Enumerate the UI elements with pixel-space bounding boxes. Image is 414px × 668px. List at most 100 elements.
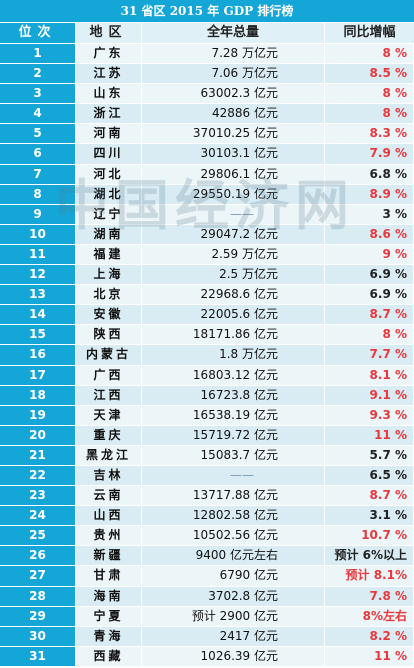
rank-cell: 8 xyxy=(0,184,76,204)
gdp-cell: —— xyxy=(142,465,325,486)
growth-cell: 8 % xyxy=(325,104,414,124)
gdp-cell: 30103.1 亿元 xyxy=(142,144,325,164)
province-cell: 河北 xyxy=(76,164,142,184)
table-row: 15 陕西 18171.86 亿元 8 % xyxy=(0,324,414,345)
table-row: 1 广东 7.28 万亿元 8 % xyxy=(0,43,414,64)
growth-cell: 6.8 % xyxy=(325,164,414,184)
rank-cell: 28 xyxy=(0,586,76,606)
rank-cell: 20 xyxy=(0,425,76,445)
gdp-cell: 1.8 万亿元 xyxy=(142,345,325,365)
rank-cell: 31 xyxy=(0,646,76,666)
table-row: 5 河南 37010.25 亿元 8.3 % xyxy=(0,123,414,144)
province-cell: 内蒙古 xyxy=(76,345,142,365)
growth-cell: 6.5 % xyxy=(325,465,414,486)
province-cell: 天津 xyxy=(76,405,142,425)
gdp-cell: 16538.19 亿元 xyxy=(142,405,325,425)
province-cell: 安徽 xyxy=(76,305,142,325)
province-cell: 山东 xyxy=(76,84,142,104)
gdp-cell: 63002.3 亿元 xyxy=(142,84,325,104)
rank-cell: 18 xyxy=(0,385,76,405)
province-cell: 浙江 xyxy=(76,104,142,124)
header-province: 地区 xyxy=(76,23,142,43)
province-cell: 西藏 xyxy=(76,646,142,666)
gdp-cell: 6790 亿元 xyxy=(142,566,325,586)
province-cell: 重庆 xyxy=(76,425,142,445)
gdp-cell: 16723.8 亿元 xyxy=(142,385,325,405)
province-cell: 湖北 xyxy=(76,184,142,204)
growth-cell: 8.7 % xyxy=(325,305,414,325)
table-row: 29 宁夏 预计 2900 亿元 8%左右 xyxy=(0,605,414,626)
rank-cell: 24 xyxy=(0,506,76,526)
gdp-cell: 29550.19 亿元 xyxy=(142,184,325,204)
rank-cell: 15 xyxy=(0,325,76,345)
province-cell: 陕西 xyxy=(76,325,142,345)
growth-cell: 8 % xyxy=(325,84,414,104)
growth-cell: 9 % xyxy=(325,244,414,265)
gdp-cell: 37010.25 亿元 xyxy=(142,124,325,144)
rank-cell: 2 xyxy=(0,64,76,84)
header-growth: 同比增幅 xyxy=(325,23,414,43)
gdp-cell: 13717.88 亿元 xyxy=(142,486,325,506)
province-cell: 广东 xyxy=(76,44,142,64)
province-cell: 上海 xyxy=(76,265,142,285)
table-row: 20 重庆 15719.72 亿元 11 % xyxy=(0,424,414,445)
province-cell: 江苏 xyxy=(76,64,142,84)
table-row: 7 河北 29806.1 亿元 6.8 % xyxy=(0,163,414,184)
gdp-cell: 29047.2 亿元 xyxy=(142,224,325,244)
gdp-cell: 16803.12 亿元 xyxy=(142,365,325,385)
growth-cell: 8 % xyxy=(325,44,414,64)
gdp-cell: —— xyxy=(142,204,325,224)
rank-cell: 10 xyxy=(0,224,76,244)
rank-cell: 23 xyxy=(0,486,76,506)
table-row: 22 吉林 —— 6.5 % xyxy=(0,464,414,486)
growth-cell: 预计 6%以上 xyxy=(325,546,414,566)
gdp-cell: 29806.1 亿元 xyxy=(142,164,325,184)
table-row: 9 辽宁 —— 3 % xyxy=(0,203,414,224)
rank-cell: 17 xyxy=(0,365,76,385)
gdp-cell: 15719.72 亿元 xyxy=(142,425,325,445)
rank-cell: 22 xyxy=(0,465,76,486)
growth-cell: 11 % xyxy=(325,646,414,666)
rank-cell: 29 xyxy=(0,606,76,626)
growth-cell: 8%左右 xyxy=(325,606,414,626)
growth-cell: 8 % xyxy=(325,325,414,345)
growth-cell: 8.5 % xyxy=(325,64,414,84)
rank-cell: 12 xyxy=(0,265,76,285)
province-cell: 湖南 xyxy=(76,224,142,244)
growth-cell: 8.3 % xyxy=(325,124,414,144)
growth-cell: 6.9 % xyxy=(325,265,414,285)
rank-cell: 1 xyxy=(0,44,76,64)
table-row: 31 西藏 1026.39 亿元 11 % xyxy=(0,645,414,666)
table-row: 21 黑龙江 15083.7 亿元 5.7 % xyxy=(0,444,414,465)
rank-cell: 13 xyxy=(0,285,76,305)
growth-cell: 7.9 % xyxy=(325,144,414,164)
rank-cell: 3 xyxy=(0,84,76,104)
province-cell: 吉林 xyxy=(76,465,142,486)
table-header: 位次 地区 全年总量 同比增幅 xyxy=(0,23,414,43)
rank-cell: 16 xyxy=(0,345,76,365)
growth-cell: 10.7 % xyxy=(325,526,414,546)
gdp-cell: 22968.6 亿元 xyxy=(142,285,325,305)
rank-cell: 25 xyxy=(0,526,76,546)
table-row: 19 天津 16538.19 亿元 9.3 % xyxy=(0,404,414,425)
gdp-cell: 10502.56 亿元 xyxy=(142,526,325,546)
header-gdp: 全年总量 xyxy=(142,23,325,43)
rank-cell: 14 xyxy=(0,305,76,325)
growth-cell: 8.1 % xyxy=(325,365,414,385)
province-cell: 新疆 xyxy=(76,546,142,566)
province-cell: 海南 xyxy=(76,586,142,606)
rank-cell: 7 xyxy=(0,164,76,184)
header-rank: 位次 xyxy=(0,23,76,43)
gdp-cell: 2417 亿元 xyxy=(142,626,325,646)
rank-cell: 26 xyxy=(0,546,76,566)
gdp-cell: 9400 亿元左右 xyxy=(142,546,325,566)
province-cell: 青海 xyxy=(76,626,142,646)
table-row: 10 湖南 29047.2 亿元 8.6 % xyxy=(0,223,414,244)
province-cell: 山西 xyxy=(76,506,142,526)
table-row: 27 甘肃 6790 亿元 预计 8.1% xyxy=(0,565,414,586)
table-row: 2 江苏 7.06 万亿元 8.5 % xyxy=(0,63,414,84)
growth-cell: 7.8 % xyxy=(325,586,414,606)
province-cell: 辽宁 xyxy=(76,204,142,224)
gdp-cell: 1026.39 亿元 xyxy=(142,646,325,666)
gdp-cell: 3702.8 亿元 xyxy=(142,586,325,606)
